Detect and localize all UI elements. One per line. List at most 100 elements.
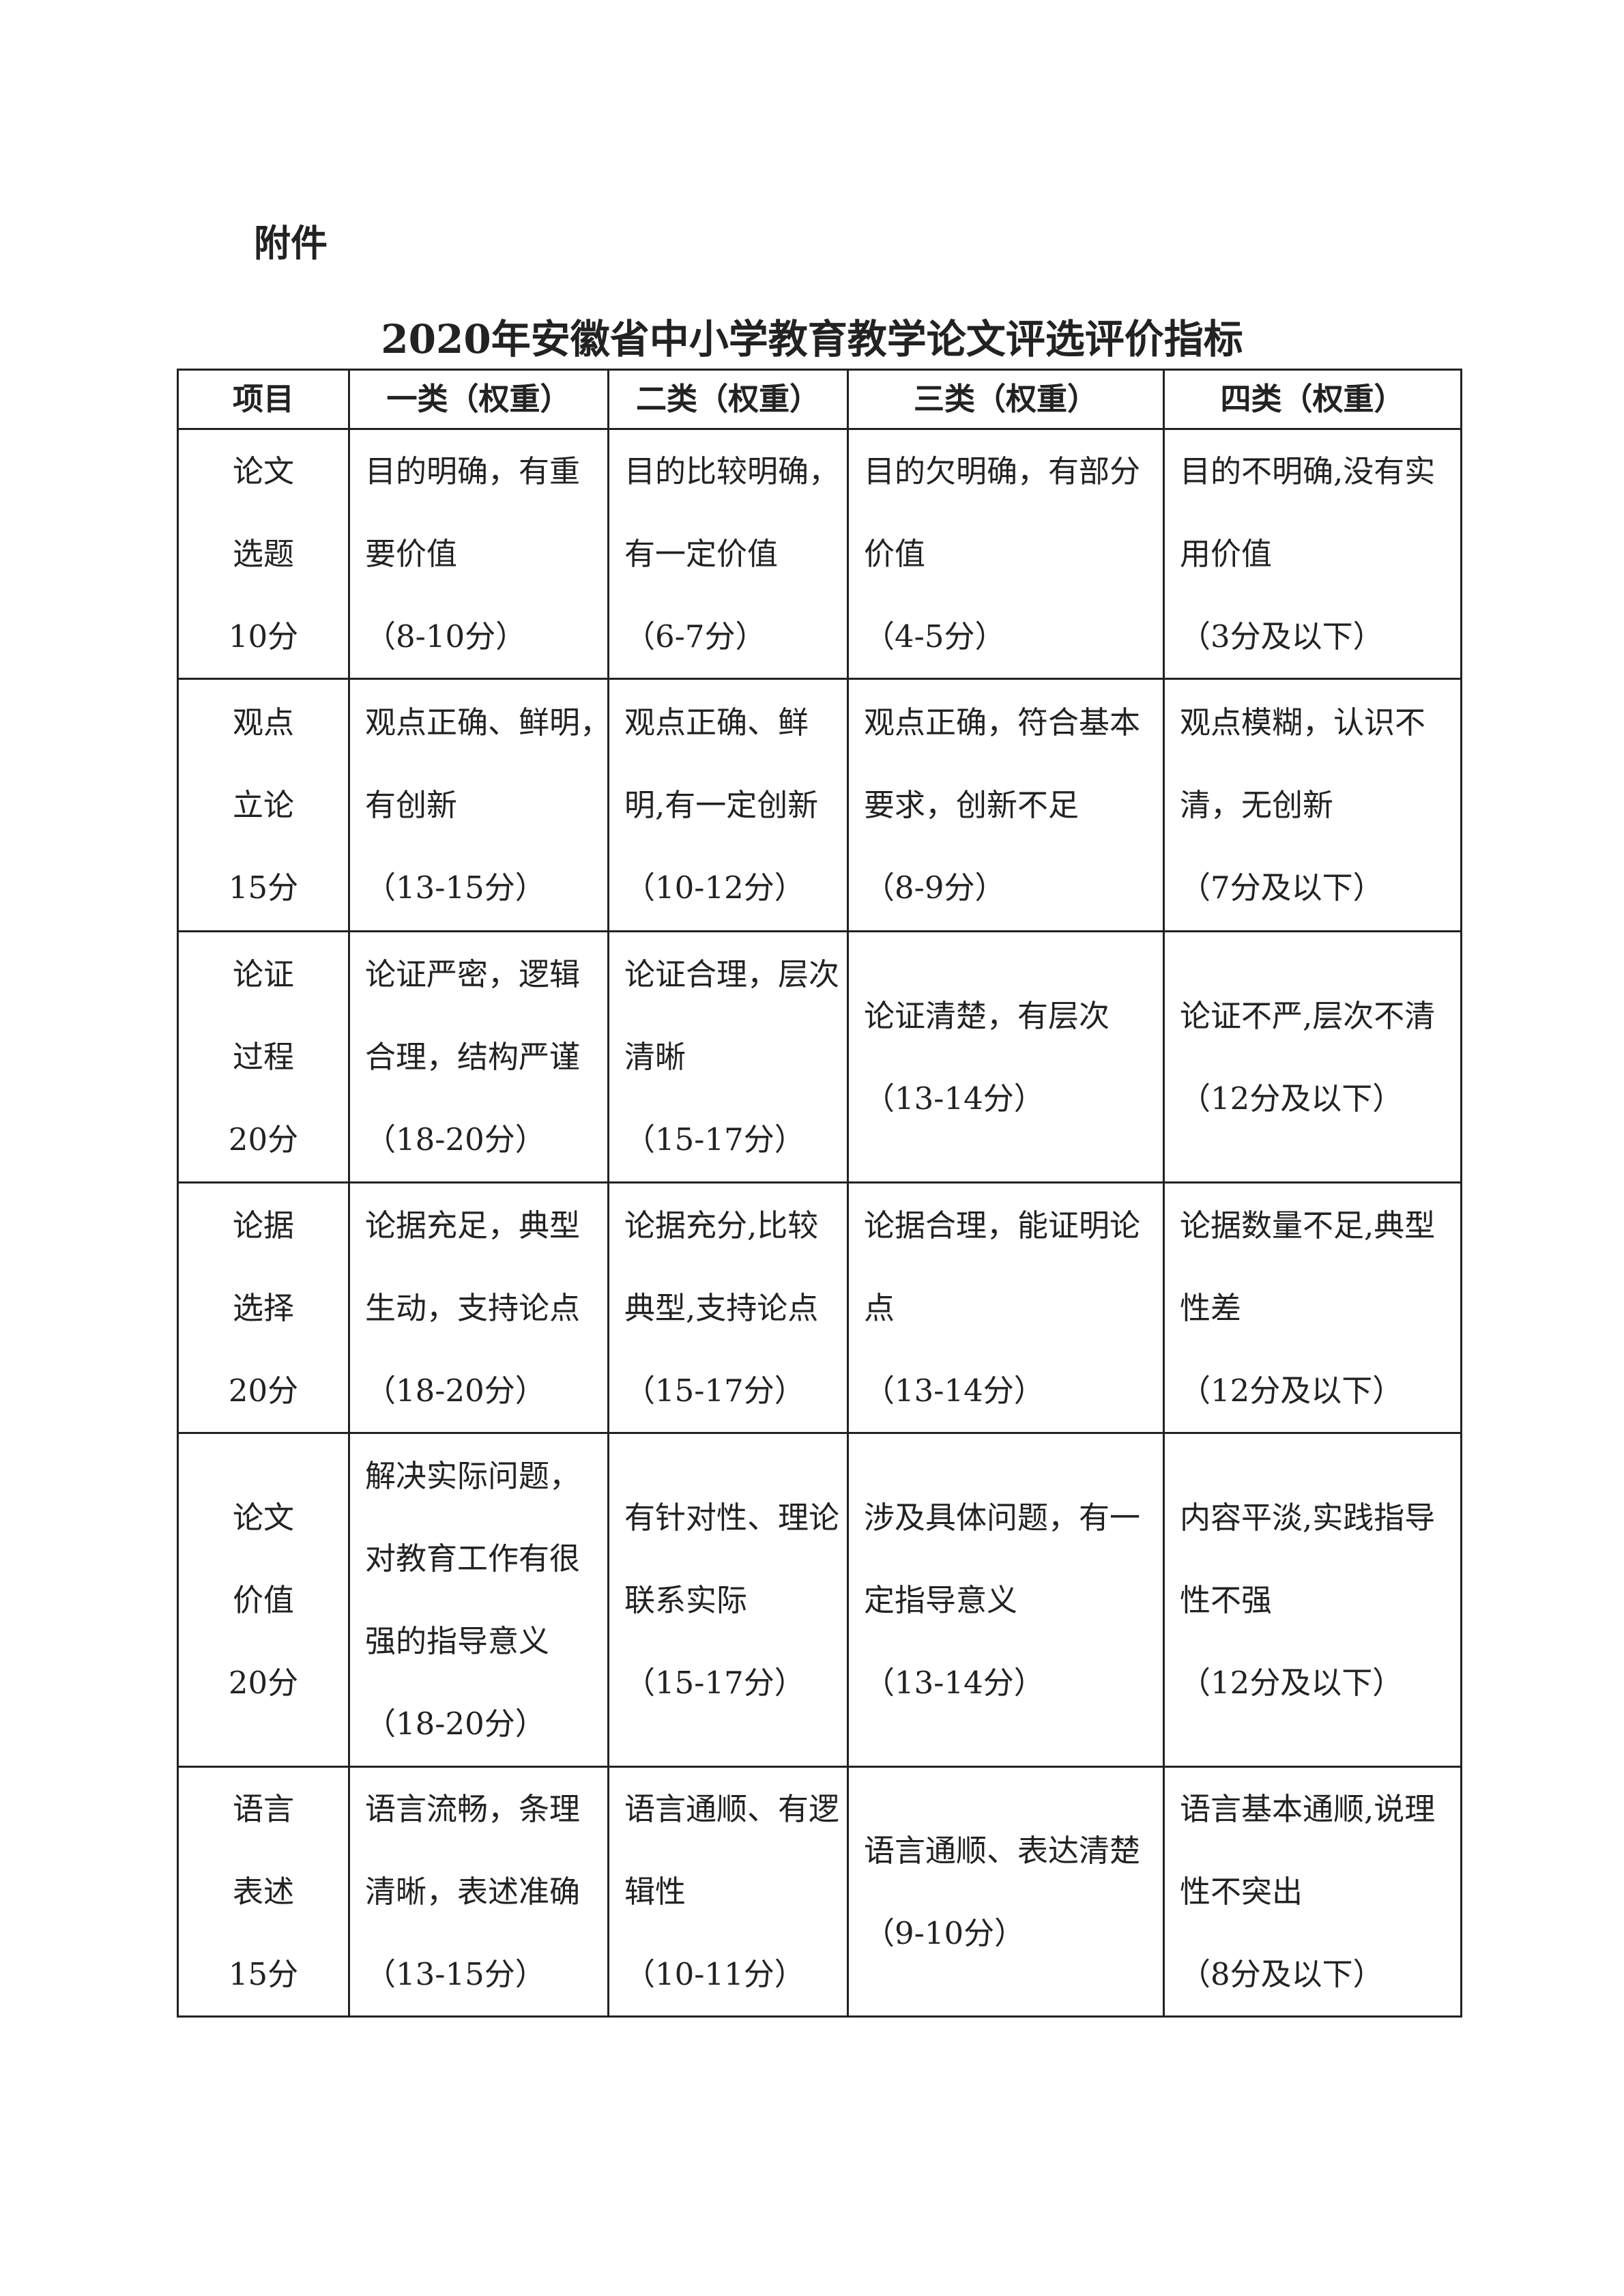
- table-row: 论文选题 10分 目的明确，有重 要价值 （8-10分） 目的比较明确， 有一定价值 （6-7…: [177, 428, 1462, 680]
- cell-line: （12分及以下）: [1180, 1372, 1404, 1409]
- cell-line: 立论: [232, 787, 294, 823]
- cell-line: 点: [864, 1289, 895, 1326]
- class-3-cell: 观点正确，符合基本 要求，创新不足 （8-9分）: [847, 678, 1165, 932]
- cell-line: 15分: [228, 870, 299, 906]
- class-3-cell: 论据合理，能证明论点 （13-14分）: [847, 1181, 1165, 1434]
- cell-line: 论证清楚，有层次: [864, 997, 1110, 1034]
- cell-line: （10-11分）: [624, 1956, 805, 1992]
- cell-line: 性不突出: [1180, 1874, 1303, 1910]
- class-4-cell: 论证不严,层次不清 （12分及以下）: [1163, 930, 1462, 1183]
- cell-line: 典型,支持论点: [624, 1289, 819, 1326]
- cell-line: 用价值: [1180, 536, 1273, 572]
- cell-line: 语言流畅，条理: [365, 1791, 581, 1827]
- cell-line: （12分及以下）: [1180, 1664, 1404, 1701]
- cell-line: 语言基本通顺,说理: [1180, 1791, 1436, 1827]
- class-1-cell: 论据充足，典型 生动，支持论点 （18-20分）: [348, 1181, 609, 1434]
- cell-line: 论据: [232, 1207, 294, 1244]
- class-2-cell: 目的比较明确， 有一定价值 （6-7分）: [607, 428, 849, 680]
- cell-line: 要价值: [365, 536, 458, 572]
- header-class-1: 一类（权重）: [348, 369, 609, 430]
- class-1-cell: 目的明确，有重 要价值 （8-10分）: [348, 428, 609, 680]
- header-row: 项目 一类（权重） 二类（权重） 三类（权重） 四类（权重）: [177, 369, 1462, 430]
- cell-line: 观点正确、鲜明，: [365, 704, 611, 741]
- cell-line: 价值: [864, 536, 926, 572]
- evaluation-table: 项目 一类（权重） 二类（权重） 三类（权重） 四类（权重） 论文 选题 10分 目的…: [177, 369, 1462, 2018]
- cell-line: 15分: [228, 1956, 299, 1992]
- cell-line: 性差: [1180, 1289, 1242, 1326]
- cell-line: （7分及以下）: [1180, 870, 1384, 906]
- class-2-cell: 论证合理，层次 清晰 （15-17分）: [607, 930, 849, 1183]
- cell-line: 论据充分,比较: [624, 1207, 819, 1244]
- class-4-cell: 语言基本通顺,说理 性不突出 （8分及以下）: [1163, 1766, 1462, 2018]
- cell-line: 定指导意义: [864, 1581, 1018, 1618]
- cell-line: 论据合理，能证明论: [864, 1207, 1141, 1244]
- cell-line: （13-14分）: [864, 1372, 1045, 1409]
- cell-line: 明,有一定创新: [624, 787, 819, 823]
- cell-line: （18-20分）: [365, 1706, 546, 1742]
- cell-line: （9-10分）: [864, 1914, 1026, 1951]
- cell-line: （18-20分）: [365, 1372, 546, 1409]
- class-4-cell: 内容平淡,实践指导 性不强 （12分及以下）: [1163, 1432, 1462, 1768]
- cell-line: 观点: [232, 704, 294, 741]
- cell-line: 观点正确，符合基本: [864, 704, 1141, 741]
- cell-line: （15-17分）: [624, 1372, 805, 1409]
- cell-line: （4-5分）: [864, 618, 1006, 655]
- cell-line: 合理，结构严谨: [365, 1039, 581, 1075]
- cell-line: 观点模糊，认识不: [1180, 704, 1426, 741]
- table-row: 论证 过程 20分 论证严密，逻辑 合理，结构严谨 （18-20分） 论证合理，层次 清晰 （1…: [177, 930, 1462, 1183]
- class-2-cell: 语言通顺、有逻 辑性 （10-11分）: [607, 1766, 849, 2018]
- cell-line: 价值: [232, 1581, 294, 1618]
- cell-line: 性不强: [1180, 1581, 1273, 1618]
- cell-line: 目的不明确,没有实: [1180, 453, 1436, 489]
- table-row: 论据 选择 20分 论据充足，典型 生动，支持论点 （18-20分） 论据充分,比较 典型,支…: [177, 1181, 1462, 1434]
- item-cell: 论据选择 20分: [177, 1181, 350, 1434]
- cell-line: 目的比较明确，: [624, 453, 840, 489]
- cell-line: 联系实际: [624, 1581, 748, 1618]
- item-cell: 观点立论 15分: [177, 678, 350, 932]
- cell-line: （6-7分）: [624, 618, 766, 655]
- cell-line: 论文: [232, 1499, 294, 1536]
- cell-line: 选择: [232, 1289, 294, 1326]
- cell-line: 论证不严,层次不清: [1180, 997, 1436, 1034]
- cell-line: 论据数量不足,典型: [1180, 1207, 1436, 1244]
- cell-line: 论据充足，典型: [365, 1207, 581, 1244]
- cell-line: 语言通顺、表达清楚: [864, 1832, 1141, 1869]
- cell-line: 论文: [232, 453, 294, 489]
- header-item: 项目: [177, 369, 350, 430]
- attachment-label: 附件: [254, 222, 328, 265]
- cell-line: 观点正确、鲜: [624, 704, 809, 741]
- cell-line: （8分及以下）: [1180, 1956, 1384, 1992]
- header-class-3: 三类（权重）: [847, 369, 1165, 430]
- cell-line: 过程: [232, 1039, 294, 1075]
- cell-line: 清晰: [624, 1039, 686, 1075]
- class-4-cell: 论据数量不足,典型 性差 （12分及以下）: [1163, 1181, 1462, 1434]
- cell-line: 10分: [228, 618, 299, 655]
- class-2-cell: 观点正确、鲜 明,有一定创新 （10-12分）: [607, 678, 849, 932]
- cell-line: 选题: [232, 536, 294, 572]
- header-class-4: 四类（权重）: [1163, 369, 1462, 430]
- cell-line: 有一定价值: [624, 536, 779, 572]
- item-cell: 论证 过程 20分: [177, 930, 350, 1183]
- cell-line: 解决实际问题，: [365, 1458, 581, 1494]
- cell-line: （13-15分）: [365, 1956, 546, 1992]
- cell-line: 语言: [232, 1791, 294, 1827]
- cell-line: 目的明确，有重: [365, 453, 581, 489]
- cell-line: 论证严密，逻辑: [365, 956, 581, 992]
- cell-line: 表述: [232, 1874, 294, 1910]
- header-class-2: 二类（权重）: [607, 369, 849, 430]
- cell-line: （15-17分）: [624, 1664, 805, 1701]
- class-1-cell: 论证严密，逻辑 合理，结构严谨 （18-20分）: [348, 930, 609, 1183]
- class-2-cell: 论据充分,比较 典型,支持论点 （15-17分）: [607, 1181, 849, 1434]
- cell-line: 清，无创新: [1180, 787, 1334, 823]
- class-2-cell: 有针对性、理论 联系实际 （15-17分）: [607, 1432, 849, 1768]
- document-title: 2020年安徽省中小学教育教学论文评选评价指标: [381, 316, 1243, 362]
- table-row: 语言 表述 15分 语言流畅，条理 清晰，表述准确 （13-15分） 语言通顺、有逻 辑性 （1…: [177, 1766, 1462, 2018]
- cell-line: 目的欠明确，有部分: [864, 453, 1141, 489]
- cell-line: （12分及以下）: [1180, 1080, 1404, 1117]
- cell-line: （18-20分）: [365, 1121, 546, 1158]
- cell-line: 内容平淡,实践指导: [1180, 1499, 1436, 1536]
- cell-line: 有创新: [365, 787, 458, 823]
- item-cell: 语言表述 15分: [177, 1766, 350, 2018]
- cell-line: 涉及具体问题，有一: [864, 1499, 1141, 1536]
- cell-line: 20分: [228, 1372, 299, 1409]
